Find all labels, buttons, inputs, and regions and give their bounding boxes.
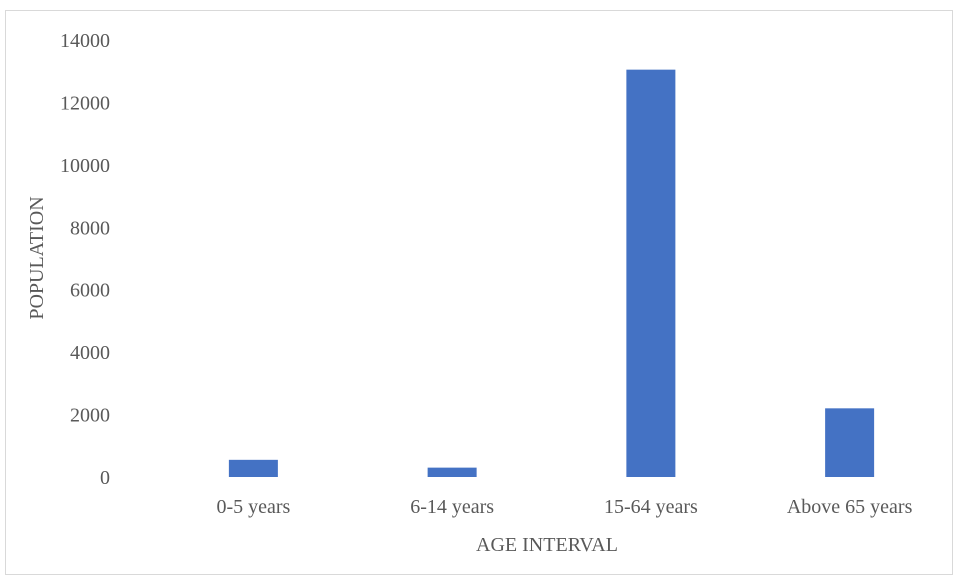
y-tick-label: 10000 xyxy=(60,155,110,177)
bar xyxy=(825,408,875,477)
x-tick-label: Above 65 years xyxy=(787,496,913,518)
x-tick-label: 0-5 years xyxy=(216,496,290,518)
y-tick-label: 4000 xyxy=(70,342,110,364)
bar xyxy=(626,69,676,478)
x-tick-label: 15-64 years xyxy=(604,496,698,518)
bar xyxy=(228,459,278,477)
chart-frame xyxy=(5,10,953,575)
x-axis-title: AGE INTERVAL xyxy=(476,534,618,556)
y-tick-label: 12000 xyxy=(60,92,110,114)
bars xyxy=(228,69,875,478)
y-tick-label: 8000 xyxy=(70,217,110,239)
y-axis-ticks: 0 2000 4000 6000 8000 10000 12000 14000 xyxy=(60,30,110,489)
y-tick-label: 2000 xyxy=(70,405,110,427)
x-tick-label: 6-14 years xyxy=(410,496,494,518)
y-axis-title: POPULATION xyxy=(26,196,48,319)
x-axis-ticks: 0-5 years 6-14 years 15-64 years Above 65 y… xyxy=(216,496,912,518)
bar xyxy=(427,467,477,477)
y-tick-label: 0 xyxy=(100,467,110,489)
y-tick-label: 6000 xyxy=(70,280,110,302)
y-tick-label: 14000 xyxy=(60,30,110,52)
